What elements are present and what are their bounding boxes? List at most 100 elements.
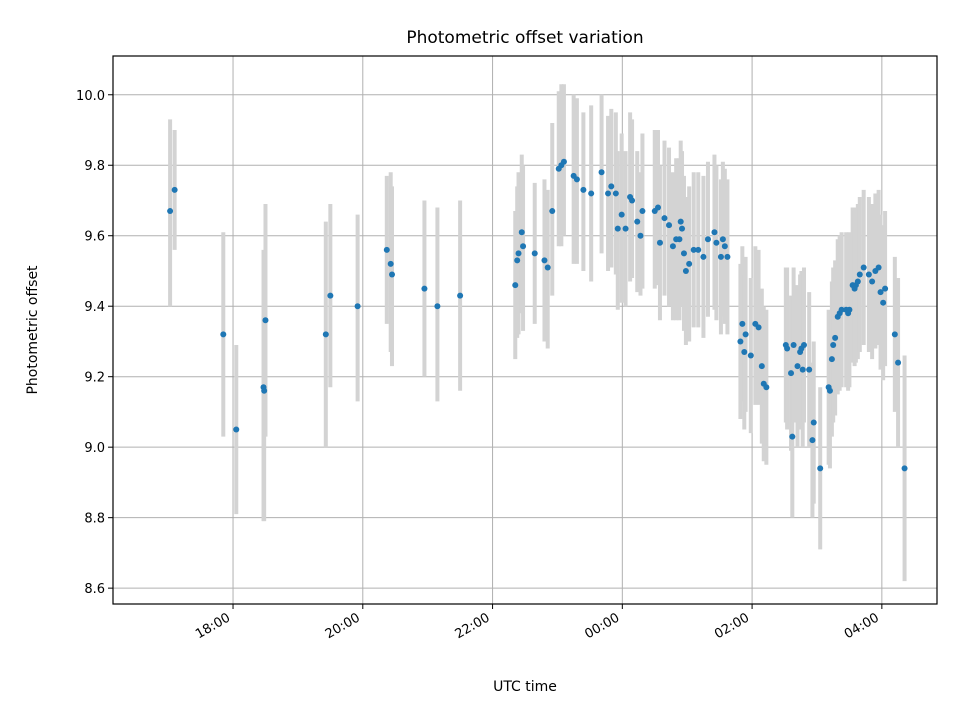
y-axis-label: Photometric offset bbox=[25, 265, 41, 395]
data-point bbox=[512, 282, 519, 289]
data-point bbox=[588, 190, 595, 197]
data-point bbox=[875, 264, 882, 271]
data-point bbox=[682, 267, 689, 274]
data-point bbox=[514, 257, 521, 264]
data-point bbox=[608, 183, 615, 190]
data-point bbox=[541, 257, 548, 264]
data-point bbox=[880, 299, 887, 306]
data-point bbox=[789, 433, 796, 440]
data-point bbox=[421, 285, 428, 292]
data-point bbox=[171, 186, 178, 193]
data-point bbox=[520, 243, 527, 250]
y-tick-label: 8.8 bbox=[84, 512, 105, 527]
data-point bbox=[622, 225, 629, 232]
data-point bbox=[741, 349, 748, 356]
data-point bbox=[742, 331, 749, 338]
data-point bbox=[711, 229, 718, 236]
data-point bbox=[846, 306, 853, 313]
data-point bbox=[794, 363, 801, 370]
data-point bbox=[655, 204, 662, 211]
data-point bbox=[695, 246, 702, 253]
data-point bbox=[354, 303, 361, 310]
data-point bbox=[747, 352, 754, 359]
data-point bbox=[784, 345, 791, 352]
data-point bbox=[677, 218, 684, 225]
data-point bbox=[800, 341, 807, 348]
data-point bbox=[877, 289, 884, 296]
y-tick-label: 10.0 bbox=[76, 89, 105, 104]
data-point bbox=[854, 278, 861, 285]
data-point bbox=[869, 278, 876, 285]
data-points bbox=[167, 158, 908, 472]
data-point bbox=[618, 211, 625, 218]
data-point bbox=[809, 437, 816, 444]
data-point bbox=[666, 222, 673, 229]
data-point bbox=[828, 356, 835, 363]
data-point bbox=[629, 197, 636, 204]
data-point bbox=[656, 239, 663, 246]
data-point bbox=[832, 334, 839, 341]
data-point bbox=[799, 366, 806, 373]
data-point bbox=[580, 186, 587, 193]
data-point bbox=[598, 169, 605, 176]
data-point bbox=[676, 236, 683, 243]
data-point bbox=[721, 243, 728, 250]
data-point bbox=[700, 253, 707, 260]
data-point bbox=[327, 292, 334, 299]
data-point bbox=[639, 208, 646, 215]
data-point bbox=[758, 363, 765, 370]
data-point bbox=[322, 331, 329, 338]
data-point bbox=[634, 218, 641, 225]
data-point bbox=[719, 236, 726, 243]
data-point bbox=[515, 250, 522, 257]
data-point bbox=[560, 158, 567, 165]
data-point bbox=[704, 236, 711, 243]
data-point bbox=[544, 264, 551, 271]
data-point bbox=[806, 366, 813, 373]
data-point bbox=[865, 271, 872, 278]
y-tick-label: 9.4 bbox=[84, 300, 105, 315]
data-point bbox=[724, 253, 731, 260]
data-point bbox=[167, 208, 174, 215]
data-point bbox=[790, 341, 797, 348]
data-point bbox=[614, 225, 621, 232]
data-point bbox=[383, 246, 390, 253]
data-point bbox=[549, 208, 556, 215]
data-point bbox=[261, 387, 268, 394]
data-point bbox=[387, 260, 394, 267]
data-point bbox=[895, 359, 902, 366]
data-point bbox=[882, 285, 889, 292]
data-point bbox=[717, 253, 724, 260]
data-point bbox=[901, 465, 908, 472]
data-point bbox=[817, 465, 824, 472]
x-axis-label: UTC time bbox=[493, 679, 557, 695]
data-point bbox=[680, 250, 687, 257]
data-point bbox=[669, 243, 676, 250]
data-point bbox=[856, 271, 863, 278]
data-point bbox=[788, 370, 795, 377]
data-point bbox=[763, 384, 770, 391]
data-point bbox=[612, 190, 619, 197]
data-point bbox=[661, 215, 668, 222]
data-point bbox=[891, 331, 898, 338]
data-point bbox=[737, 338, 744, 345]
data-point bbox=[713, 239, 720, 246]
data-point bbox=[457, 292, 464, 299]
data-point bbox=[690, 246, 697, 253]
plot-frame bbox=[112, 55, 938, 605]
data-point bbox=[637, 232, 644, 239]
data-point bbox=[388, 271, 395, 278]
data-point bbox=[262, 317, 269, 324]
data-point bbox=[434, 303, 441, 310]
chart-title: Photometric offset variation bbox=[406, 28, 643, 48]
data-point bbox=[573, 176, 580, 183]
y-tick-label: 9.0 bbox=[84, 441, 105, 456]
y-tick-label: 9.6 bbox=[84, 230, 105, 245]
y-tick-label: 9.8 bbox=[84, 159, 105, 174]
data-point bbox=[739, 320, 746, 327]
data-point bbox=[755, 324, 762, 331]
data-point bbox=[518, 229, 525, 236]
data-point bbox=[679, 225, 686, 232]
data-point bbox=[531, 250, 538, 257]
